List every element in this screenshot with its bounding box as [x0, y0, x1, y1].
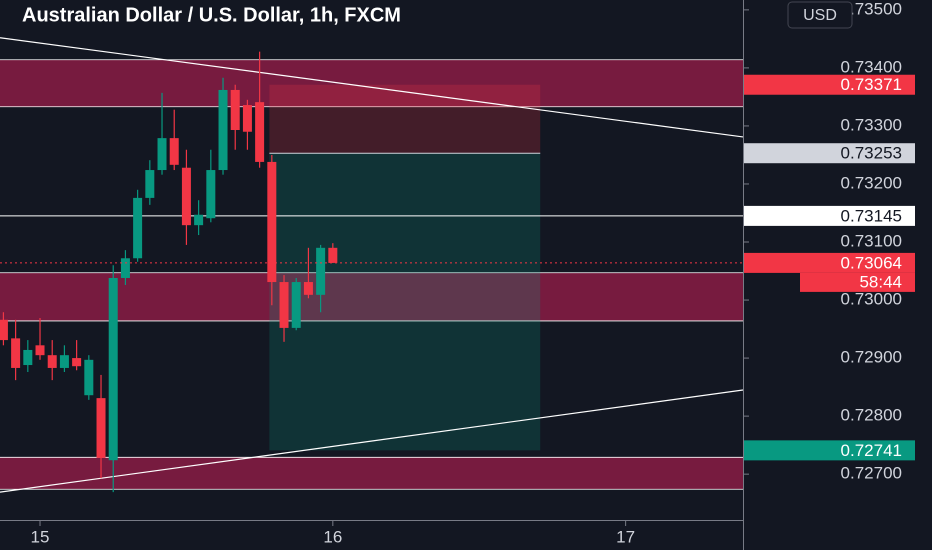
x-tick-label: 17: [616, 527, 635, 546]
candle-body: [0, 319, 8, 341]
chart-title: Australian Dollar / U.S. Dollar, 1h, FXC…: [22, 4, 401, 26]
candle-body: [206, 170, 216, 219]
current-price-label: 0.73064: [841, 253, 902, 272]
candle-body: [96, 398, 106, 458]
candle-body: [267, 161, 277, 283]
stop-area: [269, 84, 541, 154]
candle-body: [145, 170, 155, 198]
candle-body: [108, 277, 118, 461]
y-tick-label: 0.72800: [841, 406, 902, 425]
y-tick-label: 0.72700: [841, 464, 902, 483]
entry-price-label: 0.73253: [841, 144, 902, 163]
x-tick-label: 15: [31, 527, 50, 546]
candle-body: [242, 105, 252, 132]
line-price-label-box: [744, 205, 915, 226]
candle-body: [35, 345, 45, 356]
target-price-label-box: [744, 440, 915, 461]
candle-body: [47, 355, 57, 368]
candle-body: [279, 282, 289, 328]
plot-area: [0, 37, 743, 493]
countdown: 58:44: [859, 272, 902, 291]
price-axis: 0.72700 0.72800 0.72900 0.73000 0.73100 0.732…: [841, 0, 902, 483]
candle-body: [72, 358, 82, 367]
candle-body: [169, 138, 179, 165]
candle-body: [316, 247, 326, 295]
current-price-label-box: [744, 252, 915, 273]
candle-body: [23, 349, 33, 366]
candle-body: [84, 359, 94, 396]
zone: [0, 272, 743, 321]
y-tick-label: 0.73100: [841, 231, 902, 250]
candle-body: [303, 282, 313, 295]
currency-button[interactable]: [787, 1, 853, 29]
y-tick-label: 0.72900: [841, 348, 902, 367]
candle-body: [328, 247, 338, 263]
candle-body: [194, 214, 204, 226]
zone: [0, 457, 743, 490]
candle-body: [255, 102, 265, 162]
stop-price-label-box: [744, 74, 915, 95]
candle-body: [120, 258, 130, 278]
candle-body: [181, 167, 191, 226]
target-price-label: 0.72741: [841, 441, 902, 460]
y-tick-label: 0.73200: [841, 173, 902, 192]
candle-body: [291, 282, 301, 328]
countdown-box: [800, 272, 915, 292]
y-tick-label: 0.73500: [841, 0, 902, 18]
y-tick-label: 0.73300: [841, 115, 902, 134]
x-tick-label: 16: [323, 527, 342, 546]
y-tick-label: 0.73000: [841, 290, 902, 309]
candle-body: [59, 355, 69, 368]
zone: [0, 59, 743, 107]
entry-price-label-box: [744, 143, 915, 164]
target-area: [269, 153, 541, 451]
candle-body: [157, 138, 167, 171]
candle-body: [11, 338, 21, 368]
candle-body: [133, 197, 143, 259]
y-tick-label: 0.73400: [841, 57, 902, 76]
trend-line: [0, 37, 743, 138]
trend-line: [0, 389, 743, 493]
line-price-label: 0.73145: [841, 206, 902, 225]
candle-body: [230, 89, 240, 130]
stop-price-label: 0.73371: [841, 75, 902, 94]
currency-label[interactable]: USD: [803, 7, 837, 24]
candle-body: [218, 89, 228, 171]
